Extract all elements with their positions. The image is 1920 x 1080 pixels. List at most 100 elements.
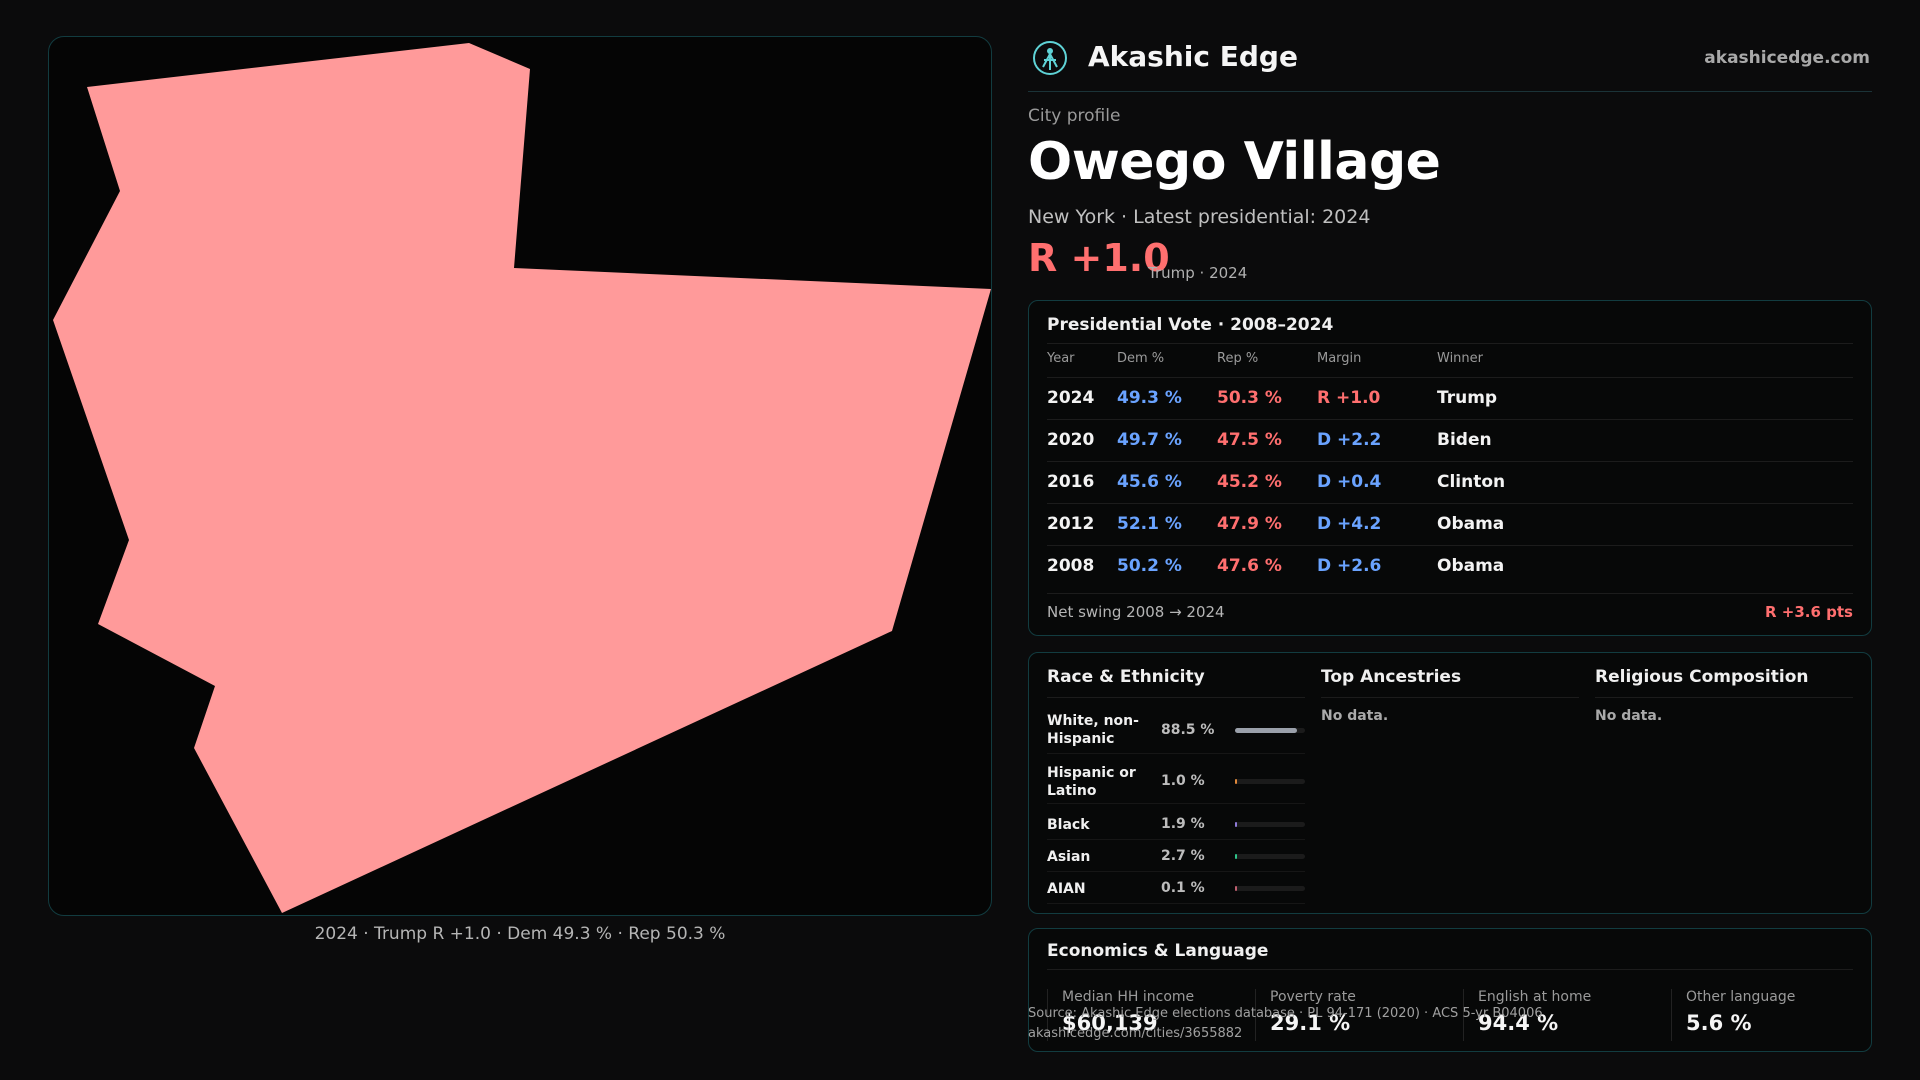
cell-dem: 45.6 % [1117,472,1182,492]
akashic-edge-logo-icon[interactable] [1032,40,1068,76]
cell-winner: Trump [1437,388,1498,408]
race-ethnicity-section: Race & Ethnicity White, non-Hispanic 88.5… [1047,667,1305,904]
presidential-vote-card: Presidential Vote · 2008–2024 Year Dem %… [1028,300,1872,636]
table-row: 2024 49.3 % 50.3 % R +1.0 Trump [1047,377,1853,419]
city-boundary-shape[interactable] [53,43,991,913]
race-name: Hispanic or Latino [1047,765,1136,799]
religious-composition-section: Religious Composition No data. [1595,667,1853,724]
net-swing-label: Net swing 2008 → 2024 [1047,603,1225,621]
cell-year: 2016 [1047,472,1095,492]
header-dem: Dem % [1117,351,1165,366]
cell-winner: Obama [1437,556,1505,576]
stat-value: $60,139 [1062,1011,1158,1035]
race-percent: 0.1 % [1161,880,1205,896]
site-link[interactable]: akashicedge.com [1704,48,1870,68]
race-name: Asian [1047,849,1091,865]
stat-other-language: Other language 5.6 % [1671,989,1861,1041]
race-ethnicity-title: Race & Ethnicity [1047,667,1305,698]
header-winner: Winner [1437,351,1484,366]
race-percent: 2.7 % [1161,848,1205,864]
header-year: Year [1047,351,1075,366]
table-header: Year Dem % Rep % Margin Winner [1047,351,1853,375]
race-bar-fill [1235,728,1297,733]
ancestries-empty: No data. [1321,708,1389,724]
page-kicker: City profile [1028,106,1121,126]
race-bar-fill [1235,854,1237,859]
race-bar-track [1235,822,1305,827]
race-row: Hispanic or Latino 1.0 % [1047,760,1305,804]
demographics-card: Race & Ethnicity White, non-Hispanic 88.5… [1028,652,1872,914]
race-name: AIAN [1047,881,1086,897]
race-percent: 1.9 % [1161,816,1205,832]
cell-year: 2024 [1047,388,1095,408]
cell-dem: 49.3 % [1117,388,1182,408]
cell-dem: 49.7 % [1117,430,1182,450]
headline-margin-note: Trump · 2024 [1148,264,1248,282]
race-percent: 1.0 % [1161,773,1205,789]
cell-margin: D +2.2 [1317,430,1382,450]
net-swing-value: R +3.6 pts [1765,603,1853,621]
top-ancestries-section: Top Ancestries No data. [1321,667,1579,724]
cell-year: 2020 [1047,430,1095,450]
table-row: 2020 49.7 % 47.5 % D +2.2 Biden [1047,419,1853,461]
economics-title: Economics & Language [1047,941,1269,961]
cell-margin: D +2.6 [1317,556,1382,576]
stat-label: Poverty rate [1270,989,1356,1005]
page-subtitle: New York · Latest presidential: 2024 [1028,206,1371,228]
page-url-link[interactable]: akashicedge.com/cities/3655882 [1028,1026,1243,1041]
profile-column: Akashic Edge akashicedge.com City profil… [1028,0,1872,1080]
table-row: 2016 45.6 % 45.2 % D +0.4 Clinton [1047,461,1853,503]
race-bar-track [1235,854,1305,859]
race-bar-track [1235,886,1305,891]
brand-name[interactable]: Akashic Edge [1088,40,1298,73]
top-ancestries-title: Top Ancestries [1321,667,1579,698]
page-title: Owego Village [1028,132,1441,192]
cell-year: 2008 [1047,556,1095,576]
divider [1047,343,1853,344]
race-row: Black 1.9 % [1047,810,1305,840]
race-name: White, non-Hispanic [1047,713,1139,747]
race-row: Asian 2.7 % [1047,842,1305,872]
race-bar-track [1235,728,1305,733]
cell-rep: 50.3 % [1217,388,1282,408]
headline-margin: R +1.0 [1028,236,1170,280]
race-bar-track [1235,779,1305,784]
cell-dem: 50.2 % [1117,556,1182,576]
economics-card: Economics & Language Median HH income $6… [1028,928,1872,1052]
cell-margin: R +1.0 [1317,388,1381,408]
cell-rep: 47.9 % [1217,514,1282,534]
race-bar-fill [1235,822,1237,827]
cell-year: 2012 [1047,514,1095,534]
stat-median-income: Median HH income $60,139 [1047,989,1237,1041]
cell-rep: 45.2 % [1217,472,1282,492]
cell-rep: 47.5 % [1217,430,1282,450]
cell-margin: D +4.2 [1317,514,1382,534]
stat-poverty-rate: Poverty rate 29.1 % [1255,989,1445,1041]
presidential-vote-title: Presidential Vote · 2008–2024 [1047,315,1334,335]
stat-value: 5.6 % [1686,1011,1752,1035]
cell-winner: Biden [1437,430,1492,450]
race-bar-fill [1235,886,1237,891]
stat-label: Median HH income [1062,989,1195,1005]
stat-value: 94.4 % [1478,1011,1559,1035]
divider [1047,969,1853,970]
header-rep: Rep % [1217,351,1259,366]
source-note: Source: Akashic Edge elections database … [1028,1006,1543,1021]
stat-label: English at home [1478,989,1592,1005]
stat-value: 29.1 % [1270,1011,1351,1035]
map-caption: 2024 · Trump R +1.0 · Dem 49.3 % · Rep 5… [314,924,726,944]
divider [1047,593,1853,594]
city-map-panel[interactable] [48,36,992,916]
cell-dem: 52.1 % [1117,514,1182,534]
stat-english-at-home: English at home 94.4 % [1463,989,1653,1041]
table-row: 2008 50.2 % 47.6 % D +2.6 Obama [1047,545,1853,587]
cell-winner: Obama [1437,514,1505,534]
race-bar-fill [1235,779,1237,784]
cell-winner: Clinton [1437,472,1506,492]
race-percent: 88.5 % [1161,722,1215,738]
race-name: Black [1047,817,1090,833]
religious-composition-title: Religious Composition [1595,667,1853,698]
race-row: White, non-Hispanic 88.5 % [1047,708,1305,754]
header-margin: Margin [1317,351,1362,366]
race-row: AIAN 0.1 % [1047,874,1305,904]
